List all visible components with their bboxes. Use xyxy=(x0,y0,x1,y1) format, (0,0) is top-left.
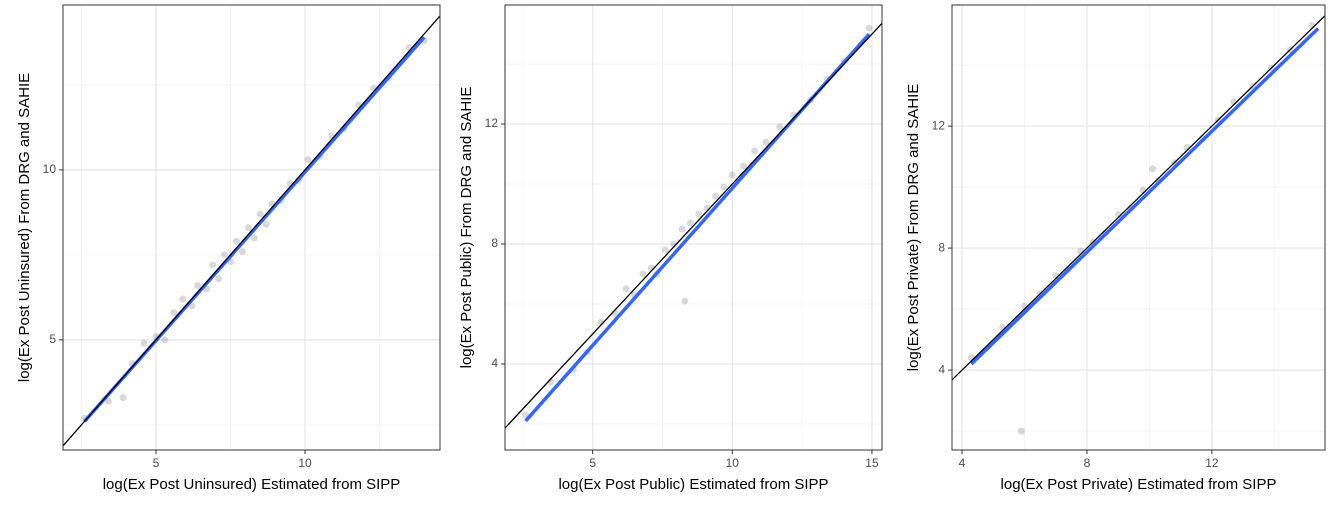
point xyxy=(262,220,270,228)
plot-area xyxy=(952,15,1325,435)
point xyxy=(695,210,703,218)
point xyxy=(161,336,169,344)
point xyxy=(221,251,229,259)
point xyxy=(712,192,720,200)
point xyxy=(776,123,784,131)
y-tick-label: 8 xyxy=(938,240,945,254)
point xyxy=(304,156,312,164)
point xyxy=(104,397,112,405)
point xyxy=(686,219,694,227)
point xyxy=(238,247,246,255)
point xyxy=(622,285,630,293)
reference-line xyxy=(505,22,882,429)
x-tick-label: 10 xyxy=(298,456,312,470)
y-tick-label: 8 xyxy=(491,236,498,250)
x-tick-label: 15 xyxy=(865,456,879,470)
y-tick-label: 4 xyxy=(491,356,498,370)
plot-border xyxy=(62,4,441,451)
plot-border xyxy=(951,4,1326,451)
point xyxy=(215,275,223,283)
x-axis-title: log(Ex Post Uninsured) Estimated from SI… xyxy=(103,476,401,493)
x-tick-label: 5 xyxy=(589,456,596,470)
point xyxy=(1017,427,1025,435)
x-tick-label: 4 xyxy=(959,456,966,470)
point xyxy=(681,297,689,305)
point xyxy=(170,309,178,317)
point xyxy=(179,295,187,303)
y-tick-label: 4 xyxy=(938,362,945,376)
point xyxy=(639,270,647,278)
y-tick-label: 12 xyxy=(932,118,946,132)
plot-area xyxy=(63,15,440,447)
plot-border xyxy=(504,4,883,451)
point xyxy=(762,138,770,146)
reference-line xyxy=(63,15,440,447)
plot-background xyxy=(952,5,1325,450)
point xyxy=(250,234,258,242)
x-tick-label: 5 xyxy=(153,456,160,470)
y-axis-title: log(Ex Post Public) From DRG and SAHIE xyxy=(458,87,475,369)
panel: 5 10 5 10 log(Ex Post Uninsured) Estimated f… xyxy=(16,4,441,493)
reference-line xyxy=(952,15,1325,381)
y-tick-label: 12 xyxy=(485,116,499,130)
point xyxy=(865,24,873,32)
panel: 5 10 15 4 8 12 log(Ex Post Public) Estimated f… xyxy=(458,4,883,493)
fit-line xyxy=(970,27,1320,366)
point xyxy=(739,162,747,170)
x-tick-label: 10 xyxy=(726,456,740,470)
point xyxy=(194,281,202,289)
point xyxy=(140,339,148,347)
x-axis-title: log(Ex Post Public) Estimated from SIPP xyxy=(558,476,828,493)
point xyxy=(720,183,728,191)
x-tick-label: 8 xyxy=(1084,456,1091,470)
point xyxy=(751,147,759,155)
point xyxy=(728,171,736,179)
plot-area xyxy=(505,22,882,429)
panel: 4 8 12 4 8 12 log(Ex Post Private) Estimated f… xyxy=(905,4,1326,493)
point xyxy=(232,237,240,245)
point xyxy=(119,394,127,402)
point xyxy=(244,224,252,232)
plot-background xyxy=(505,5,882,450)
y-axis-title: log(Ex Post Uninsured) From DRG and SAHI… xyxy=(16,73,33,382)
point xyxy=(661,246,669,254)
point xyxy=(256,210,264,218)
point xyxy=(678,225,686,233)
y-tick-label: 5 xyxy=(49,332,56,346)
y-tick-label: 10 xyxy=(43,162,57,176)
point xyxy=(209,261,217,269)
point xyxy=(1149,165,1157,173)
y-axis-title: log(Ex Post Private) From DRG and SAHIE xyxy=(905,84,922,372)
x-axis-title: log(Ex Post Private) Estimated from SIPP xyxy=(1001,476,1277,493)
x-tick-label: 12 xyxy=(1205,456,1219,470)
